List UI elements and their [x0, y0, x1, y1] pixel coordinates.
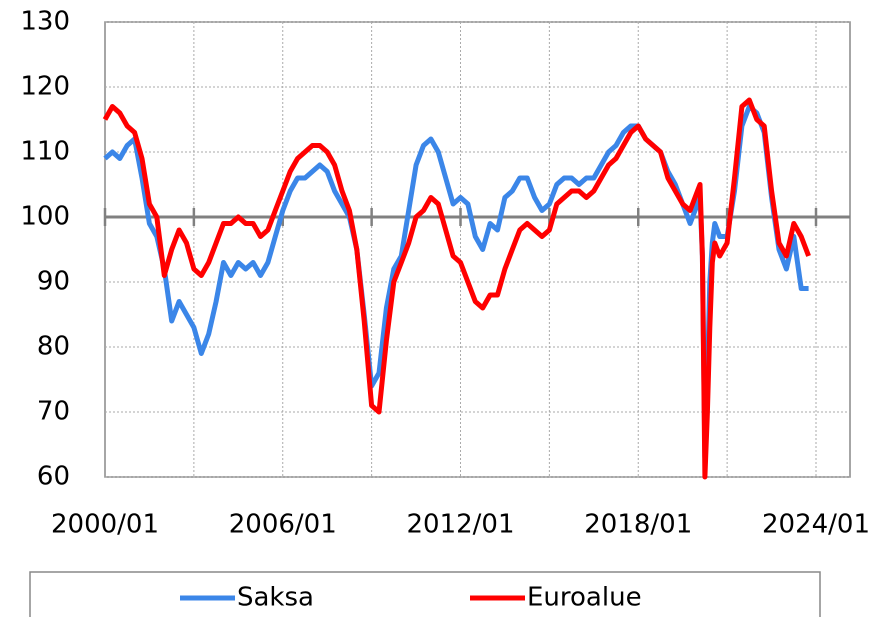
y-tick-label: 90	[37, 267, 70, 297]
x-tick-label: 2012/01	[406, 510, 514, 540]
y-tick-label: 110	[20, 137, 70, 167]
legend-label: Saksa	[237, 583, 314, 613]
x-tick-label: 2006/01	[229, 510, 337, 540]
y-tick-label: 70	[37, 397, 70, 427]
y-tick-label: 120	[20, 72, 70, 102]
y-tick-label: 130	[20, 7, 70, 37]
y-tick-label: 80	[37, 332, 70, 362]
legend-box	[29, 571, 821, 617]
plot-area	[104, 21, 851, 478]
y-tick-label: 100	[20, 202, 70, 232]
series-line	[102, 97, 811, 480]
legend-label: Euroalue	[527, 583, 642, 613]
y-tick-label: 60	[37, 462, 70, 492]
x-tick-label: 2018/01	[584, 510, 692, 540]
x-tick-label: 2024/01	[762, 510, 870, 540]
x-tick-label: 2000/01	[51, 510, 159, 540]
